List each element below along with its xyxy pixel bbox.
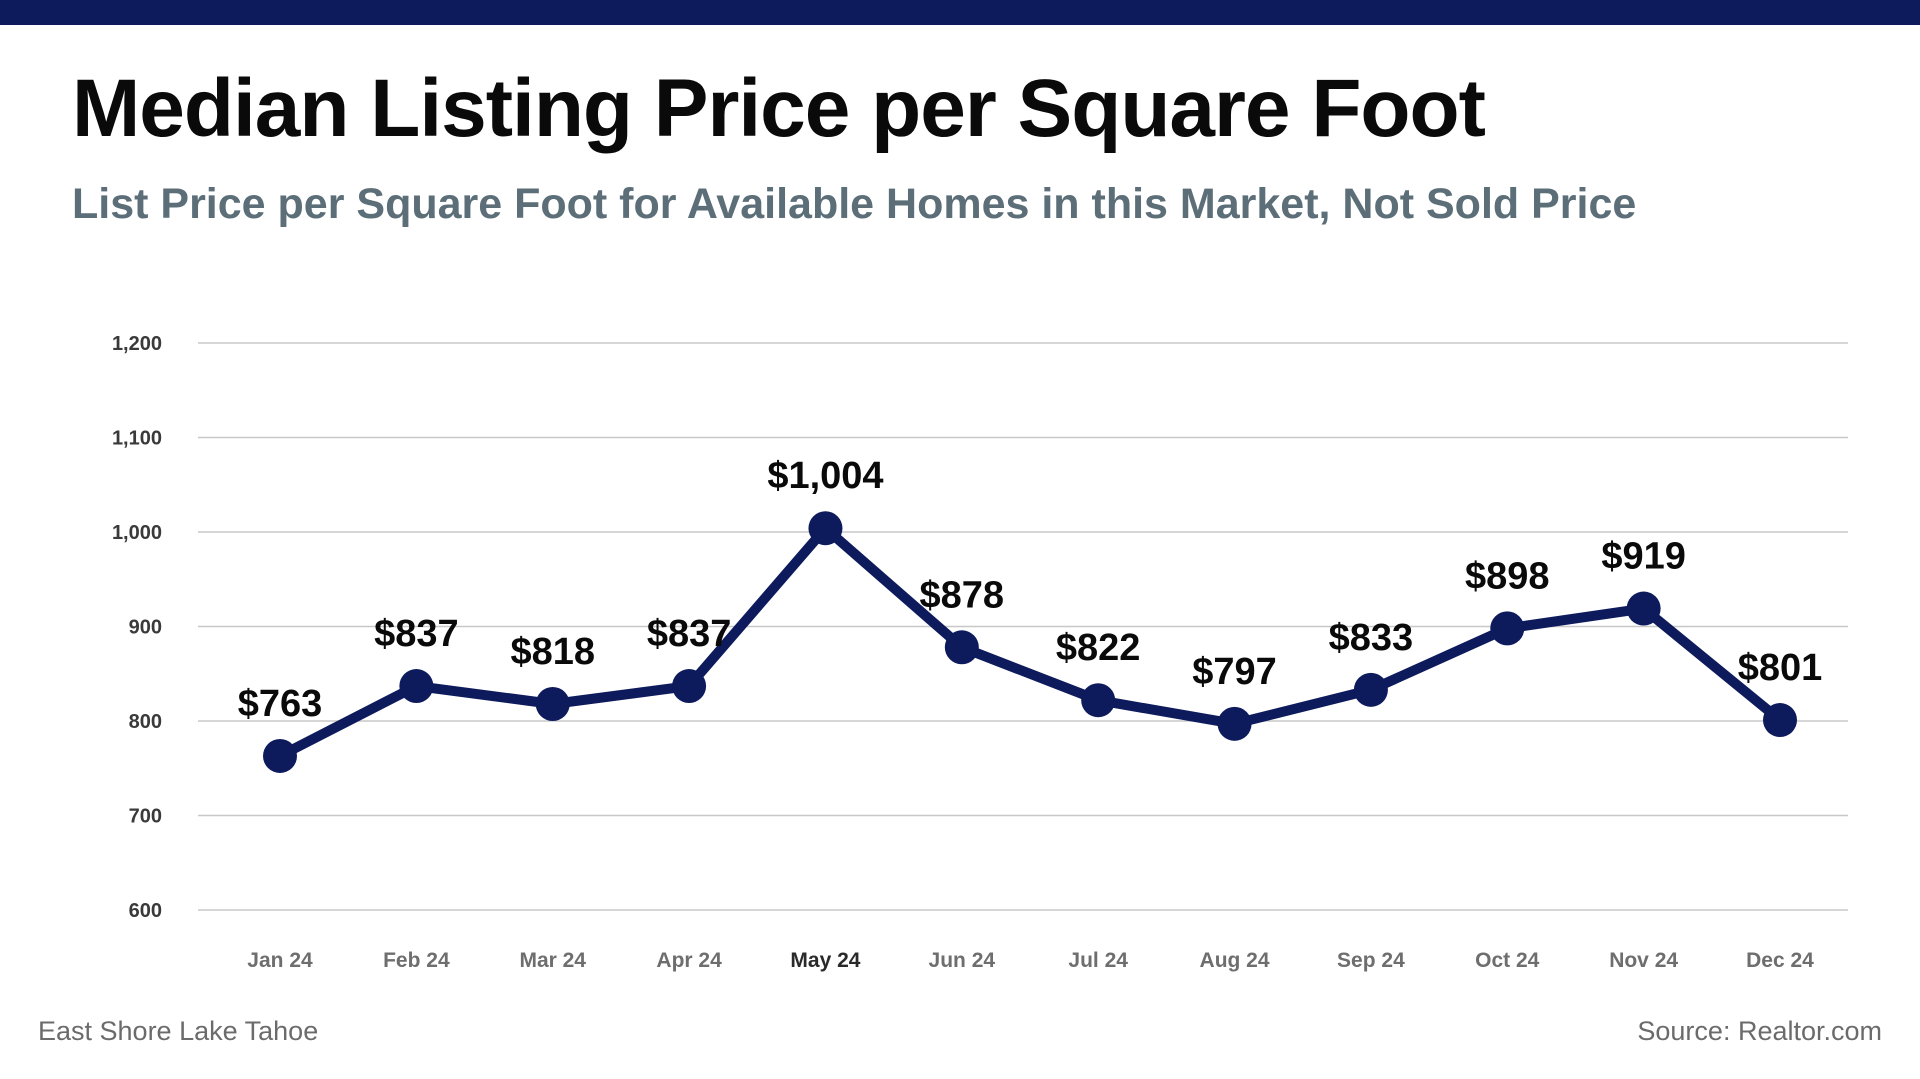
x-tick-label: Jun 24 — [929, 949, 996, 972]
y-tick-label: 1,100 — [112, 428, 162, 450]
x-tick-label: Feb 24 — [383, 949, 450, 972]
data-point — [944, 630, 979, 665]
footer-location: East Shore Lake Tahoe — [38, 1016, 319, 1046]
y-tick-label: 800 — [129, 711, 162, 733]
x-tick-label: Apr 24 — [656, 949, 722, 972]
data-label: $837 — [374, 613, 459, 655]
chart-subtitle: List Price per Square Foot for Available… — [72, 180, 1637, 228]
y-tick-label: 900 — [129, 617, 162, 639]
data-point — [1490, 611, 1525, 646]
footer-source: Source: Realtor.com — [1637, 1016, 1882, 1046]
data-label: $837 — [647, 613, 732, 655]
data-label: $822 — [1056, 627, 1141, 669]
data-point — [399, 669, 434, 704]
data-label: $833 — [1329, 617, 1414, 659]
data-label: $1,004 — [767, 455, 883, 497]
data-point — [808, 511, 843, 546]
x-tick-label: Aug 24 — [1200, 949, 1270, 972]
data-point — [535, 686, 570, 721]
chart-title: Median Listing Price per Square Foot — [72, 63, 1486, 154]
x-tick-label: Dec 24 — [1746, 949, 1814, 972]
data-label: $898 — [1465, 555, 1550, 597]
data-point — [1217, 706, 1252, 741]
data-point — [1081, 683, 1116, 718]
data-point — [1353, 672, 1388, 707]
x-tick-label: Mar 24 — [519, 949, 586, 972]
x-tick-label: May 24 — [790, 949, 860, 972]
y-tick-label: 600 — [129, 900, 162, 922]
data-label: $878 — [920, 574, 1005, 616]
y-tick-label: 1,200 — [112, 333, 162, 355]
series-line — [275, 523, 1785, 761]
x-tick-label: Jul 24 — [1068, 949, 1128, 972]
data-label: $818 — [510, 631, 595, 673]
data-label: $801 — [1738, 647, 1823, 689]
data-label: $763 — [238, 683, 323, 725]
x-tick-label: Oct 24 — [1475, 949, 1540, 972]
data-label: $919 — [1601, 536, 1686, 578]
data-point — [672, 669, 707, 704]
x-tick-label: Nov 24 — [1609, 949, 1678, 972]
data-point — [1763, 703, 1797, 738]
y-tick-label: 1,000 — [112, 522, 162, 544]
top-brand-bar — [0, 0, 1920, 25]
y-tick-label: 700 — [129, 806, 162, 828]
data-label: $797 — [1192, 651, 1277, 693]
data-point — [263, 738, 297, 773]
x-tick-label: Jan 24 — [247, 949, 313, 972]
data-point — [1626, 591, 1661, 626]
x-tick-label: Sep 24 — [1337, 949, 1405, 972]
